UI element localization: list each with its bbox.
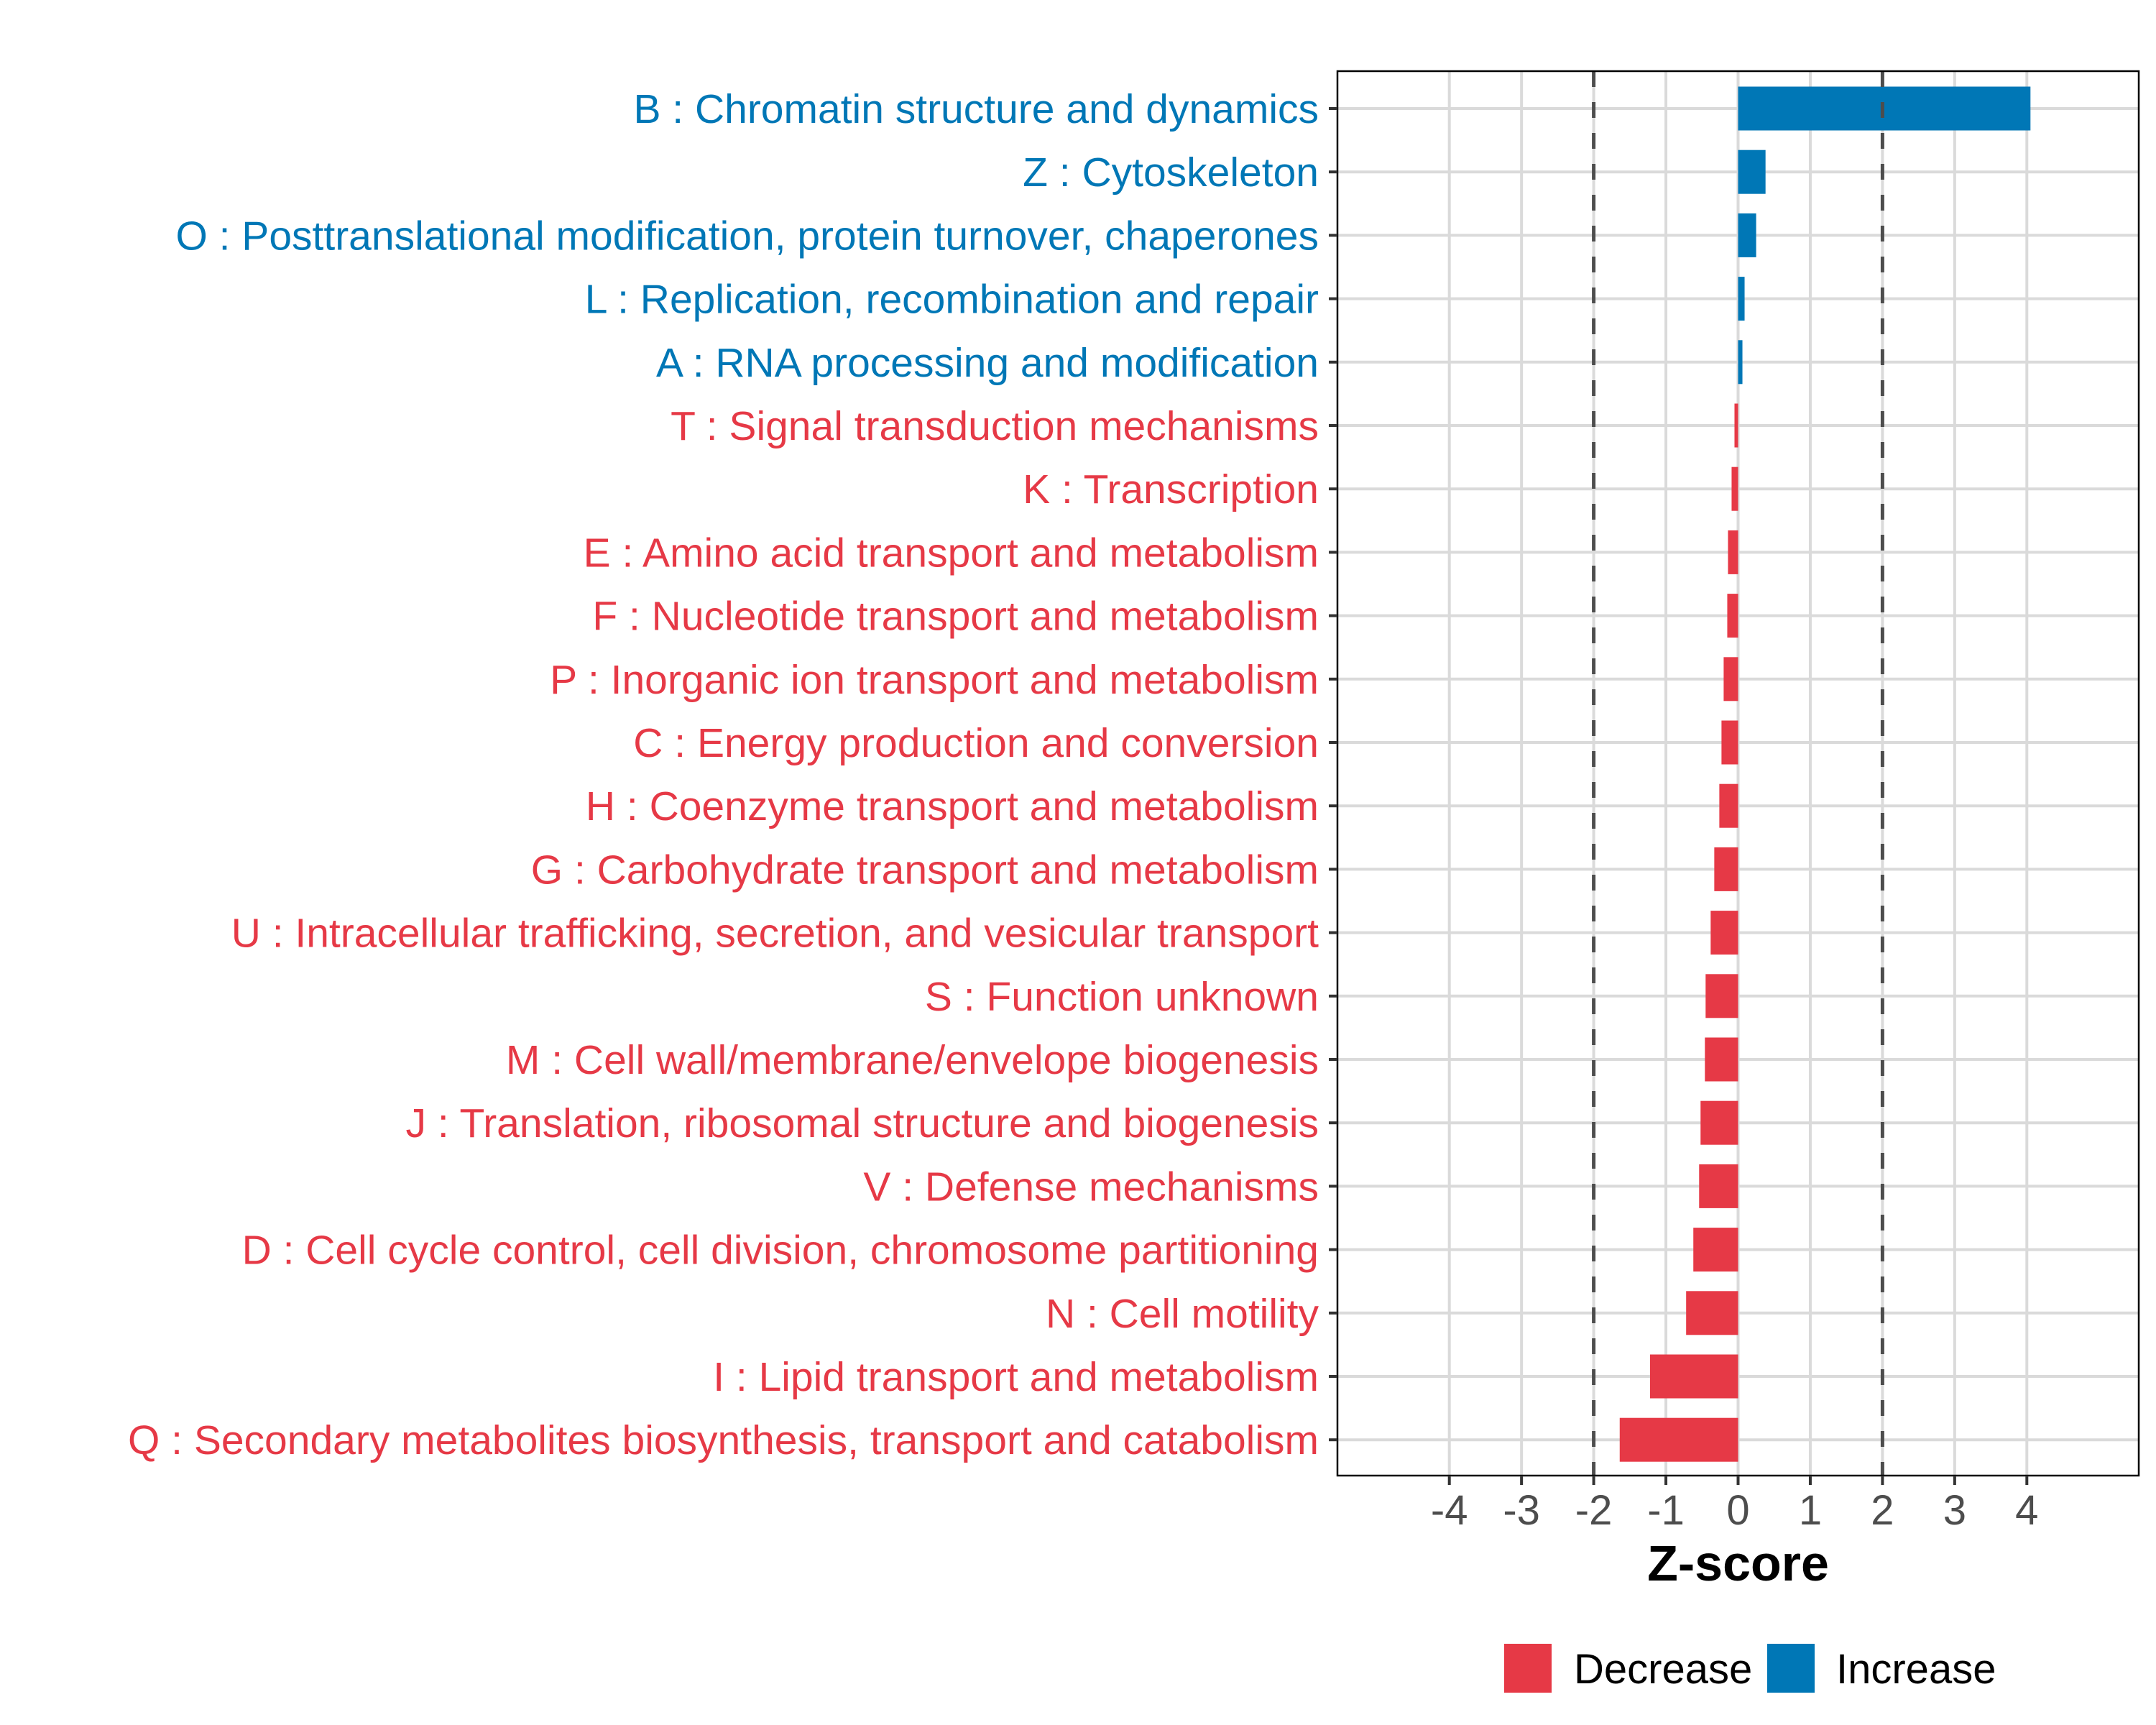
category-label-h: H : Coenzyme transport and metabolism xyxy=(586,783,1319,829)
legend-label-decrease: Decrease xyxy=(1574,1646,1752,1693)
category-label-f: F : Nucleotide transport and metabolism xyxy=(592,594,1319,640)
bar-a xyxy=(1738,340,1743,385)
x-tick-label: -4 xyxy=(1431,1487,1468,1534)
bar-b xyxy=(1738,86,2031,131)
y-axis-ticks xyxy=(1329,107,1337,1442)
bar-h xyxy=(1719,783,1738,828)
bars xyxy=(1619,86,2031,1462)
category-label-b: B : Chromatin structure and dynamics xyxy=(633,86,1319,132)
x-tick-label: 0 xyxy=(1726,1487,1749,1534)
bar-k xyxy=(1731,466,1738,511)
x-tick-label: -1 xyxy=(1647,1487,1685,1534)
bar-z xyxy=(1738,150,1766,194)
category-label-t: T : Signal transduction mechanisms xyxy=(671,403,1319,449)
x-tick-label: -2 xyxy=(1575,1487,1613,1534)
bar-d xyxy=(1693,1228,1738,1272)
legend: Decrease Increase xyxy=(1504,1644,1996,1693)
category-label-s: S : Function unknown xyxy=(925,974,1319,1020)
category-label-n: N : Cell motility xyxy=(1046,1291,1319,1337)
category-label-g: G : Carbohydrate transport and metabolis… xyxy=(531,847,1319,893)
bar-p xyxy=(1723,657,1738,702)
bar-l xyxy=(1738,277,1745,321)
bar-q xyxy=(1619,1417,1738,1462)
category-label-d: D : Cell cycle control, cell division, c… xyxy=(242,1228,1319,1274)
y-axis-labels: B : Chromatin structure and dynamics Z : … xyxy=(128,86,1319,1463)
x-tick-label: 3 xyxy=(1943,1487,1966,1534)
x-tick-label: -3 xyxy=(1503,1487,1540,1534)
category-label-j: J : Translation, ribosomal structure and… xyxy=(406,1100,1319,1146)
bar-i xyxy=(1649,1354,1738,1399)
category-label-u: U : Intracellular trafficking, secretion… xyxy=(231,911,1319,957)
bar-s xyxy=(1705,974,1738,1018)
bar-v xyxy=(1699,1164,1738,1208)
bar-c xyxy=(1721,720,1738,765)
bar-u xyxy=(1710,911,1738,955)
bar-m xyxy=(1705,1037,1738,1082)
category-label-e: E : Amino acid transport and metabolism xyxy=(584,530,1319,576)
bar-g xyxy=(1714,847,1738,891)
category-label-a: A : RNA processing and modification xyxy=(656,340,1319,386)
category-label-l: L : Replication, recombination and repai… xyxy=(585,277,1319,323)
category-label-q: Q : Secondary metabolites biosynthesis, … xyxy=(128,1417,1319,1463)
x-axis-title: Z-score xyxy=(1647,1535,1829,1591)
category-label-c: C : Energy production and conversion xyxy=(633,720,1319,766)
bar-e xyxy=(1728,530,1738,574)
legend-key-increase xyxy=(1767,1644,1815,1693)
legend-key-decrease xyxy=(1504,1644,1552,1693)
category-label-o: O : Posttranslational modification, prot… xyxy=(175,213,1319,259)
bar-o xyxy=(1738,213,1756,257)
category-label-k: K : Transcription xyxy=(1023,466,1319,512)
category-label-v: V : Defense mechanisms xyxy=(863,1164,1319,1210)
bar-n xyxy=(1686,1291,1738,1335)
x-axis-ticks xyxy=(1447,1476,2029,1485)
category-label-z: Z : Cytoskeleton xyxy=(1023,150,1319,196)
x-tick-label: 1 xyxy=(1799,1487,1822,1534)
bar-t xyxy=(1734,403,1738,448)
x-tick-label: 2 xyxy=(1871,1487,1894,1534)
x-tick-label: 4 xyxy=(2015,1487,2038,1534)
x-axis-labels: -4 -3 -2 -1 0 1 2 3 4 xyxy=(1431,1487,2039,1534)
bar-j xyxy=(1700,1100,1738,1145)
category-label-i: I : Lipid transport and metabolism xyxy=(713,1354,1319,1400)
category-label-m: M : Cell wall/membrane/envelope biogenes… xyxy=(506,1037,1319,1083)
legend-label-increase: Increase xyxy=(1836,1646,1996,1693)
category-label-p: P : Inorganic ion transport and metaboli… xyxy=(550,657,1319,703)
bar-f xyxy=(1727,594,1738,638)
